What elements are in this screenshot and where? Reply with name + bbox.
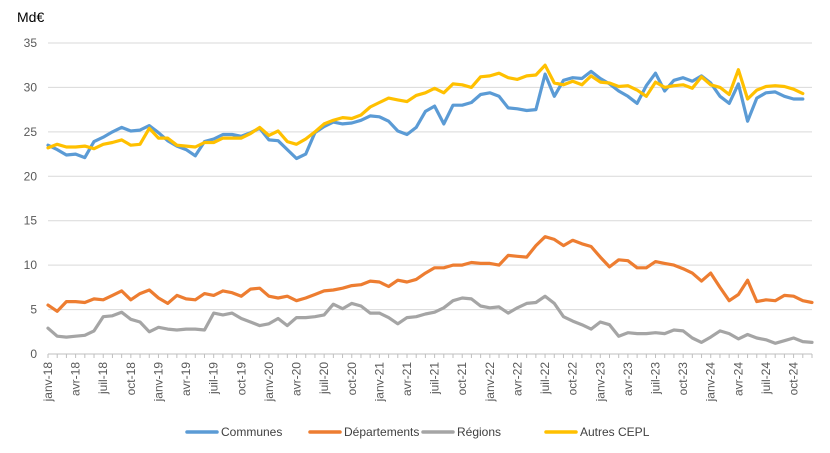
x-tick-label: janv-20 bbox=[262, 362, 276, 403]
x-tick-label: janv-23 bbox=[593, 362, 607, 403]
y-tick-label: 15 bbox=[24, 214, 38, 228]
x-tick-label: juil-19 bbox=[207, 362, 221, 395]
y-tick-label: 10 bbox=[24, 258, 38, 272]
legend-label-departements: Départements bbox=[344, 425, 419, 439]
y-tick-label: 25 bbox=[24, 125, 38, 139]
series-line-autres-cepl bbox=[46, 63, 805, 151]
x-tick-label: janv-18 bbox=[41, 362, 55, 403]
x-tick-label: avr-18 bbox=[69, 362, 83, 396]
series-line-regions bbox=[46, 294, 814, 345]
x-tick-label: juil-21 bbox=[428, 362, 442, 395]
x-tick-label: avr-22 bbox=[510, 362, 524, 396]
y-tick-label: 0 bbox=[30, 347, 37, 361]
y-tick-label: 5 bbox=[30, 303, 37, 317]
x-tick-label: oct-22 bbox=[566, 362, 580, 396]
legend-label-regions: Régions bbox=[457, 425, 501, 439]
x-tick-label: oct-24 bbox=[787, 362, 801, 396]
x-tick-label: juil-24 bbox=[759, 362, 773, 395]
y-unit-label: Md€ bbox=[17, 9, 44, 25]
x-tick-label: janv-24 bbox=[704, 362, 718, 403]
x-tick-label: avr-24 bbox=[731, 362, 745, 396]
series-line-communes bbox=[46, 69, 805, 161]
y-tick-label: 35 bbox=[24, 36, 38, 50]
x-tick-label: oct-19 bbox=[234, 362, 248, 396]
x-tick-label: oct-21 bbox=[455, 362, 469, 396]
legend: Communes Départements Régions Autres CEPL bbox=[185, 425, 650, 439]
series-lines bbox=[46, 63, 814, 345]
x-tick-label: avr-23 bbox=[621, 362, 635, 396]
x-tick-label: oct-20 bbox=[345, 362, 359, 396]
x-tick-label: oct-23 bbox=[676, 362, 690, 396]
x-tick-label: janv-19 bbox=[151, 362, 165, 403]
y-tick-label: 30 bbox=[24, 80, 38, 94]
x-tick-label: avr-19 bbox=[179, 362, 193, 396]
x-tick-label: juil-23 bbox=[649, 362, 663, 395]
x-tick-label: janv-21 bbox=[372, 362, 386, 403]
legend-label-communes: Communes bbox=[221, 425, 282, 439]
legend-label-autres-cepl: Autres CEPL bbox=[580, 425, 650, 439]
x-axis: janv-18 avr-18 juil-18 oct-18 janv-19 avr-19 j… bbox=[41, 353, 813, 403]
y-tick-label: 20 bbox=[24, 169, 38, 183]
y-axis-ticks: 0 5 10 15 20 25 30 35 bbox=[24, 36, 38, 361]
series-line-departements bbox=[46, 235, 814, 313]
x-tick-label: juil-20 bbox=[317, 362, 331, 395]
gridlines bbox=[48, 42, 812, 311]
x-tick-label: oct-18 bbox=[124, 362, 138, 396]
x-tick-label: juil-18 bbox=[96, 362, 110, 395]
x-tick-label: avr-20 bbox=[290, 362, 304, 396]
x-tick-label: janv-22 bbox=[483, 362, 497, 403]
x-tick-label: juil-22 bbox=[538, 362, 552, 395]
x-tick-label: avr-21 bbox=[400, 362, 414, 396]
